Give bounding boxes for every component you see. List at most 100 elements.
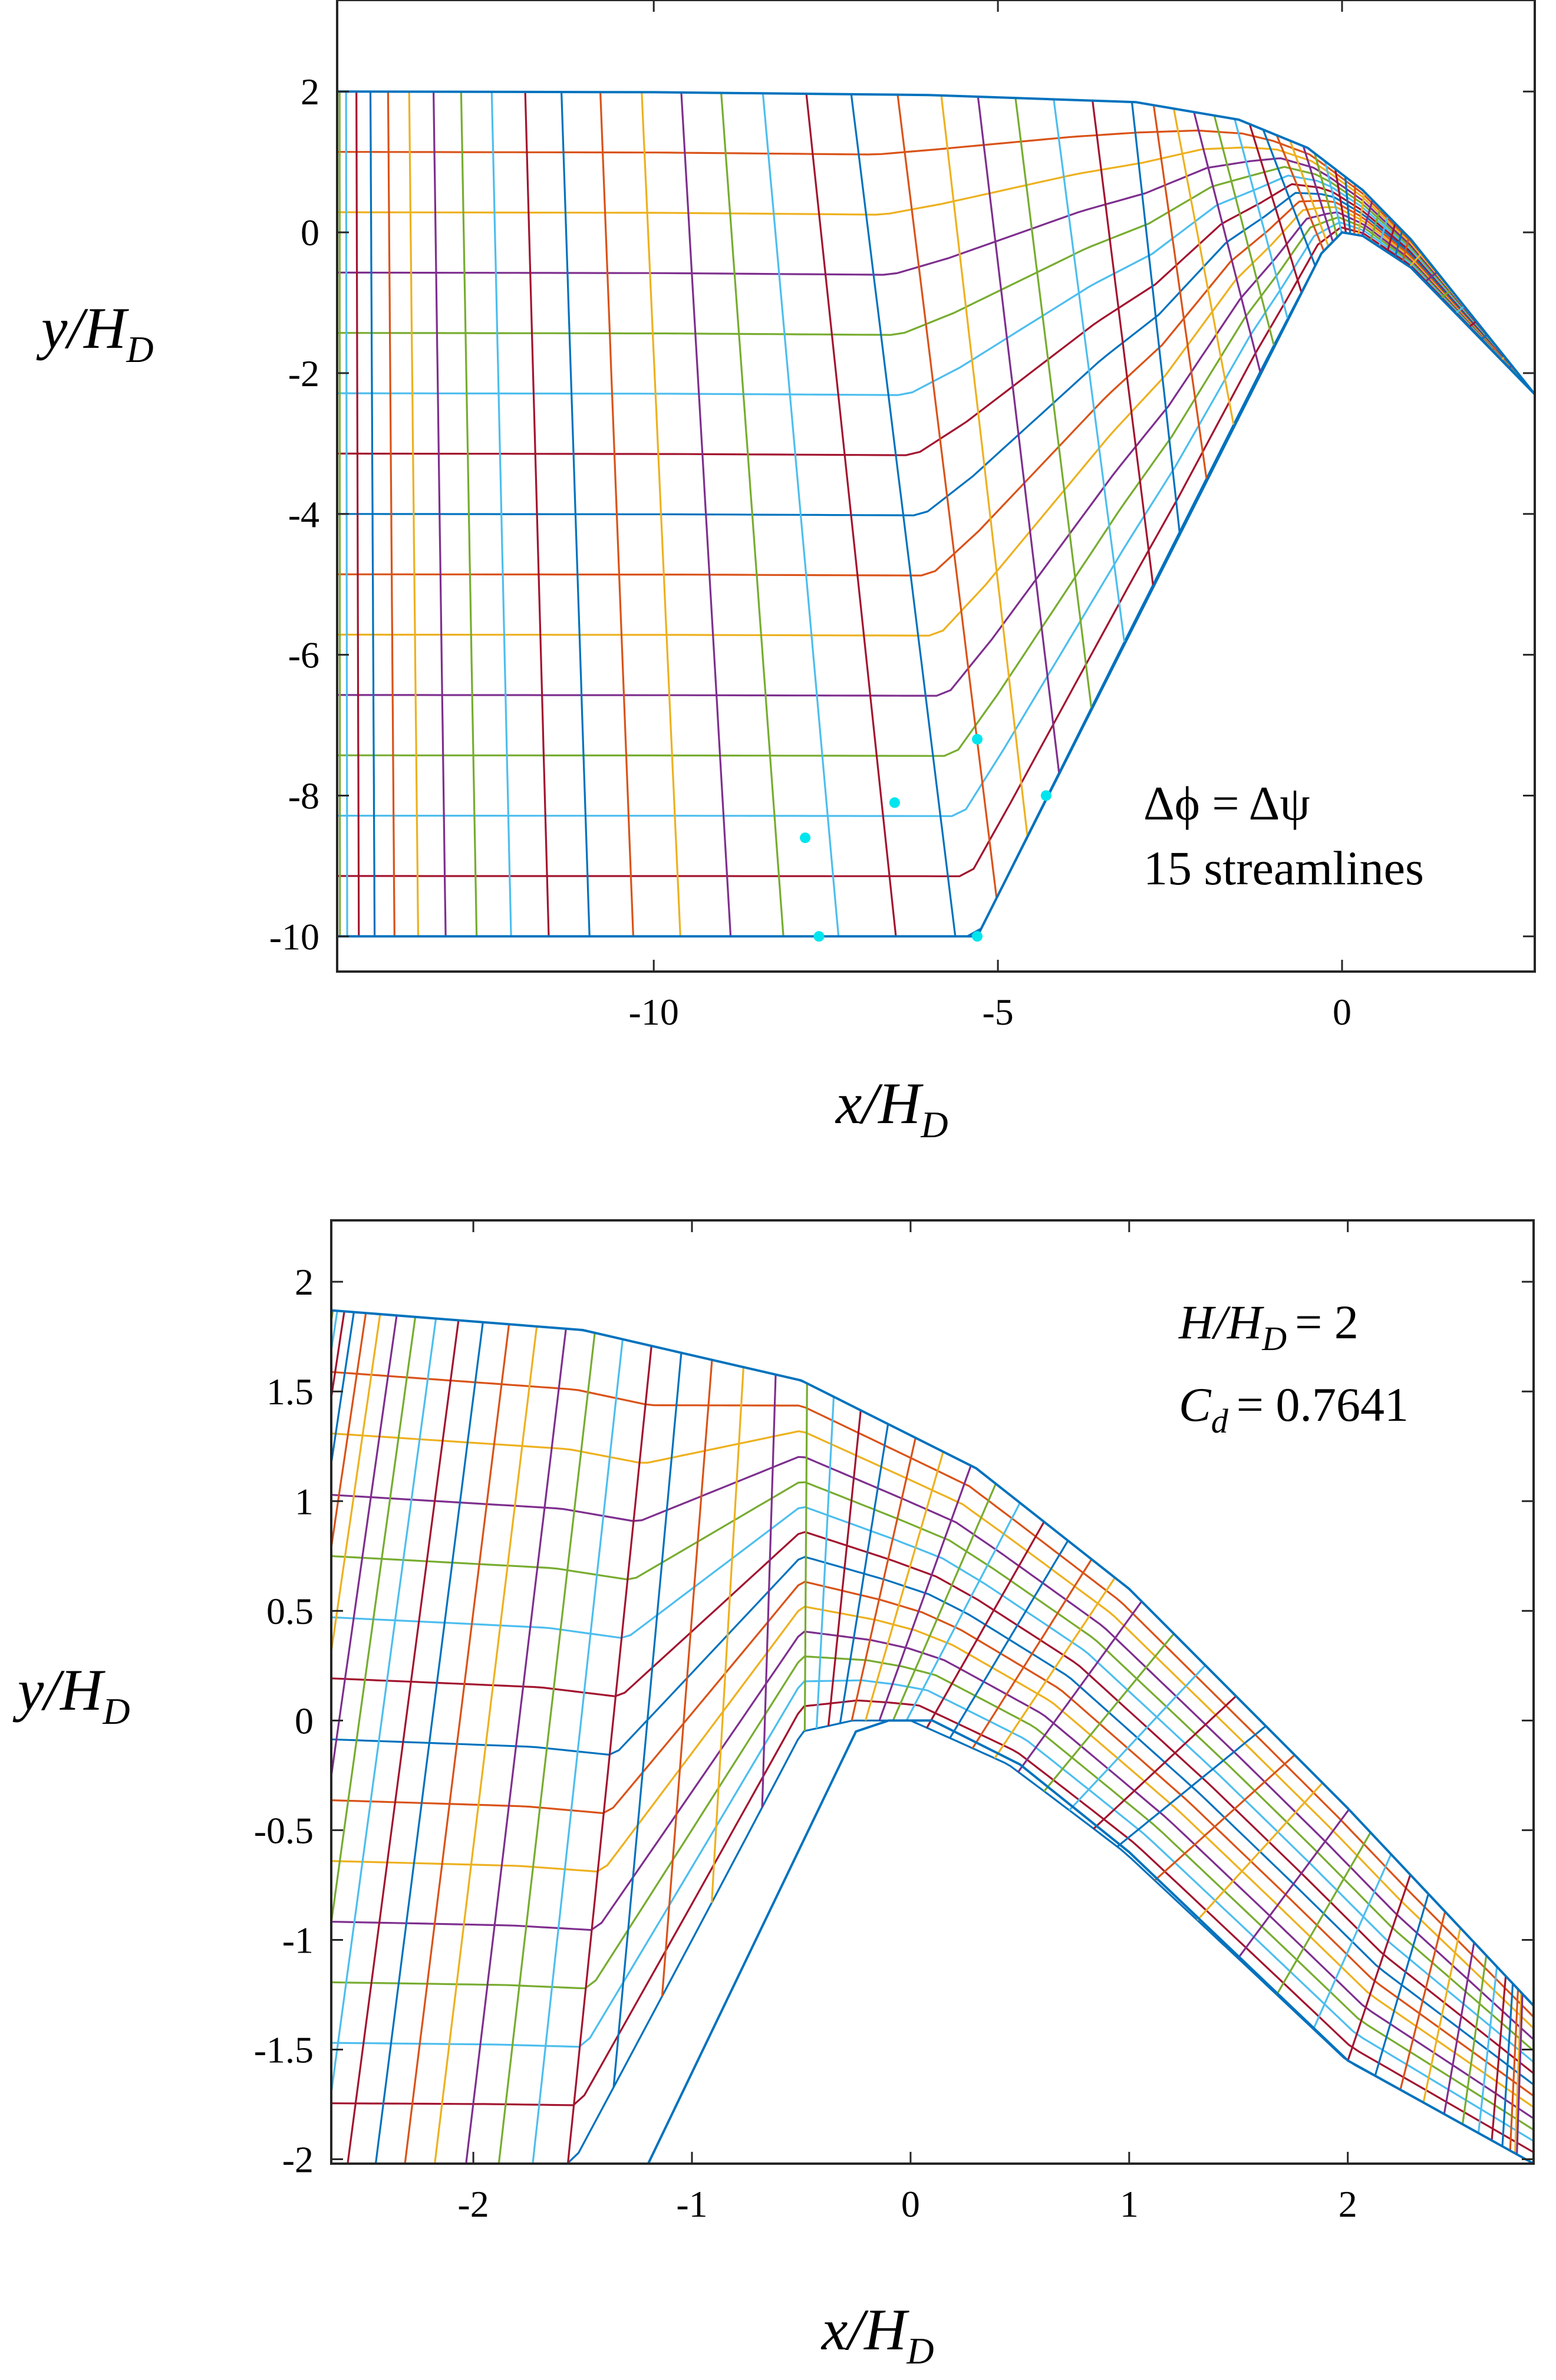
top-xlabel-subscript: D bbox=[920, 1104, 948, 1145]
bottom-ticks: -2 -1 0 1 2 2 1.5 1 0.5 0 -0.5 -1 -1.5 -2 bbox=[254, 1220, 1534, 2225]
bottom-equipotential bbox=[1196, 1782, 1323, 1921]
bottom-streamline bbox=[331, 1655, 1534, 2131]
bottom-equipotential bbox=[465, 1328, 567, 2164]
top-ytick-label: -2 bbox=[288, 353, 319, 394]
top-equipotential bbox=[977, 96, 1060, 773]
top-marker-point bbox=[889, 797, 900, 808]
top-annotation-streamlines: 15 streamlines bbox=[1143, 841, 1424, 895]
top-equipotential bbox=[369, 91, 376, 937]
top-marker-point bbox=[813, 931, 825, 942]
top-plot-frame bbox=[336, 0, 1536, 973]
bottom-equipotential bbox=[892, 1483, 997, 1721]
top-xtick-label: -10 bbox=[629, 991, 679, 1033]
top-equipotential bbox=[599, 92, 634, 937]
top-equipotential bbox=[1440, 289, 1452, 299]
top-equipotential bbox=[1468, 320, 1478, 328]
bottom-xlabel-subscript: D bbox=[906, 2330, 934, 2372]
bottom-equipotential bbox=[1275, 1832, 1372, 1996]
bottom-ylabel-subscript: D bbox=[102, 1690, 130, 1732]
bottom-ytick-label: 2 bbox=[295, 1261, 314, 1303]
bottom-equipotential bbox=[331, 1314, 381, 1658]
bottom-ytick-label: 1 bbox=[295, 1480, 314, 1522]
top-streamline bbox=[337, 199, 1535, 577]
top-equipotential bbox=[1172, 108, 1235, 425]
bottom-equipotential bbox=[865, 1451, 944, 1721]
top-equipotential bbox=[1289, 140, 1330, 247]
top-streamline bbox=[337, 221, 1535, 817]
top-ytick-label: -4 bbox=[288, 493, 319, 535]
bottom-streamline bbox=[331, 1679, 1534, 2142]
top-boundaries bbox=[337, 90, 1535, 938]
bottom-equipotential bbox=[994, 1577, 1116, 1759]
top-equipotential bbox=[1378, 215, 1389, 247]
top-streamline bbox=[337, 216, 1535, 757]
bottom-equipotential bbox=[761, 1374, 777, 1808]
top-equipotential bbox=[1213, 115, 1275, 346]
bottom-equipotential bbox=[347, 1320, 460, 2164]
top-equipotential bbox=[561, 92, 591, 937]
bottom-ylabel: y/HD bbox=[12, 1657, 130, 1732]
top-equipotential bbox=[1394, 230, 1403, 258]
top-equipotential bbox=[1369, 208, 1382, 242]
top-marker-point bbox=[972, 931, 983, 942]
top-equipotential bbox=[524, 91, 550, 937]
top-crest-profile bbox=[976, 231, 1535, 937]
bottom-xtick-label: 0 bbox=[901, 2183, 920, 2225]
bottom-ytick-label: -1 bbox=[282, 1919, 314, 1961]
top-ytick-label: -6 bbox=[288, 634, 319, 676]
bottom-streamline bbox=[331, 1430, 1534, 2029]
top-free-surface bbox=[337, 90, 1535, 396]
bottom-chart: -2 -1 0 1 2 2 1.5 1 0.5 0 -0.5 -1 -1.5 -2 H/HD = 2 Cd =… bbox=[12, 1219, 1535, 2372]
top-marker-point bbox=[1040, 790, 1051, 801]
top-streamline bbox=[337, 231, 1535, 937]
top-equipotential bbox=[1424, 271, 1438, 283]
bottom-equipotential bbox=[1501, 1983, 1514, 2147]
bottom-equipotential bbox=[803, 1383, 808, 1731]
bottom-equipotential bbox=[905, 1502, 1021, 1721]
top-equipotential bbox=[1361, 199, 1374, 236]
bottom-streamline bbox=[331, 1605, 1534, 2108]
bottom-streamline bbox=[331, 1506, 1534, 2063]
top-equipotential bbox=[1130, 101, 1181, 532]
top-equipotential bbox=[355, 91, 360, 937]
bottom-equipotential bbox=[839, 1424, 889, 1724]
top-equipotential bbox=[1357, 192, 1366, 236]
bottom-ytick-label: -1.5 bbox=[254, 2029, 314, 2071]
bottom-ytick-label: 0 bbox=[295, 1700, 314, 1742]
bottom-plot-frame bbox=[330, 1219, 1535, 2165]
bottom-equipotential bbox=[926, 1521, 1045, 1729]
top-equipotential bbox=[490, 91, 512, 937]
bottom-equipotential bbox=[1509, 1989, 1519, 2151]
top-flow-net bbox=[337, 90, 1535, 937]
bottom-streamline bbox=[331, 1456, 1534, 2040]
top-equipotential bbox=[1402, 237, 1410, 263]
bottom-equipotential bbox=[374, 1322, 484, 2164]
bottom-equipotential bbox=[710, 1367, 744, 1903]
bottom-equipotential bbox=[1093, 1695, 1237, 1830]
top-chart: -10 -5 0 2 0 -2 -4 -6 -8 -10 Δϕ = Δψ 15 streamlin… bbox=[36, 0, 1536, 1145]
bottom-equipotential bbox=[1374, 1894, 1430, 2076]
bottom-streamline bbox=[331, 1699, 1534, 2154]
bottom-equipotential bbox=[331, 1312, 355, 1470]
top-xtick-label: -5 bbox=[982, 991, 1013, 1033]
top-equipotential bbox=[460, 91, 478, 937]
bottom-streamline bbox=[331, 1581, 1534, 2097]
bottom-streamline bbox=[331, 1630, 1534, 2119]
top-ytick-label: -10 bbox=[269, 916, 319, 957]
top-equipotential bbox=[1353, 184, 1356, 235]
bottom-crest-profile bbox=[647, 1719, 1534, 2164]
bottom-equipotential bbox=[1043, 1633, 1175, 1792]
top-equipotential bbox=[1302, 146, 1334, 242]
top-equipotential bbox=[1386, 223, 1396, 252]
top-equipotential bbox=[1455, 305, 1465, 314]
top-xlabel: x/HD bbox=[835, 1071, 948, 1145]
bottom-xtick-label: 1 bbox=[1120, 2183, 1139, 2225]
bottom-xtick-label: -2 bbox=[457, 2183, 489, 2225]
bottom-equipotential bbox=[850, 1437, 917, 1721]
top-equipotential bbox=[720, 93, 784, 937]
top-equipotential bbox=[1053, 99, 1126, 643]
bottom-equipotential bbox=[1312, 1854, 1392, 2030]
top-equipotential bbox=[1014, 97, 1093, 709]
bottom-ytick-label: -0.5 bbox=[254, 1809, 314, 1851]
bottom-equipotential bbox=[612, 1352, 683, 2088]
